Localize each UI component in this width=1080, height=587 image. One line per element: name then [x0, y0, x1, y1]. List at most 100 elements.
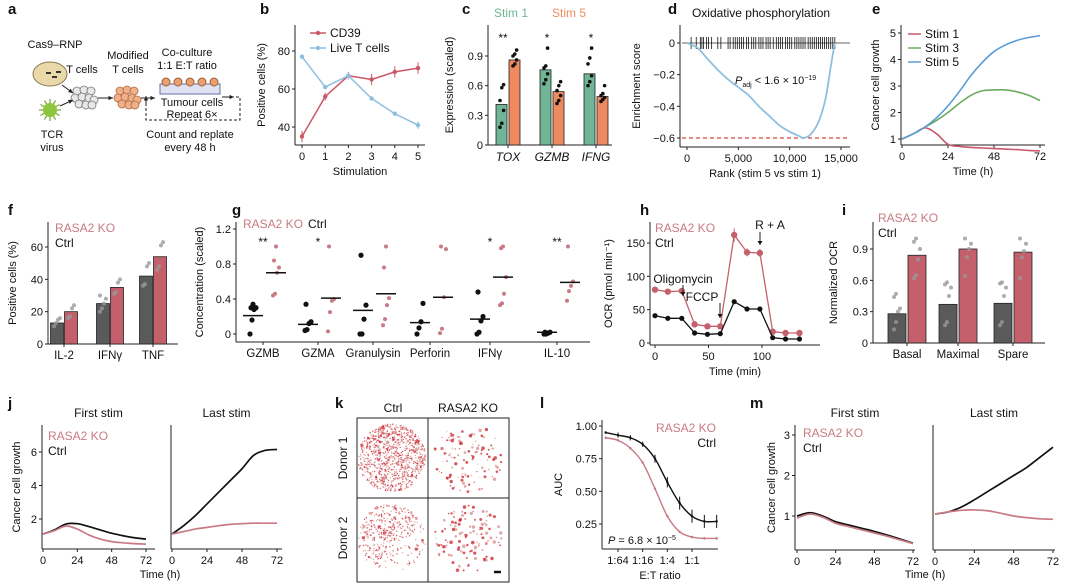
tumour-cell-spot	[365, 527, 368, 529]
rnp-icon	[56, 71, 61, 73]
legend-stim-1: Stim 1	[494, 6, 528, 20]
growth-curve-RASA2 KO	[171, 522, 277, 535]
tumour-cell-spot	[411, 481, 413, 483]
tumour-cell-spot	[399, 507, 401, 509]
tumour-cell-spot	[446, 431, 448, 433]
tumour-cell-spot	[377, 466, 379, 469]
tumour-cell-spot	[466, 475, 470, 478]
tumour-cell-spot	[389, 423, 391, 425]
tumour-cell-spot	[391, 519, 394, 521]
tumour-cell-spot	[401, 536, 403, 538]
tumour-cell-spot	[483, 475, 487, 479]
tumour-cell-spot	[383, 532, 386, 535]
tumour-cell-spot	[393, 528, 395, 530]
data-point	[383, 317, 387, 322]
panel-letter-g: g	[232, 202, 241, 219]
tumour-cell-spot	[405, 461, 407, 463]
tumour-cell-spot	[368, 511, 372, 515]
tumour-cell-spot	[383, 462, 385, 464]
tumour-cell-spot	[451, 433, 455, 437]
data-point	[557, 98, 561, 103]
bar	[508, 59, 521, 146]
growth-curve-RASA2 KO	[934, 509, 1054, 521]
tumour-cell-spot	[385, 442, 388, 445]
tumour-cell-spot	[386, 447, 389, 451]
x-axis-label: Stimulation	[333, 166, 387, 178]
x-tick-label: 72	[140, 555, 152, 567]
tumour-cell-spot	[404, 529, 406, 531]
ocr-line-Ctrl	[654, 301, 800, 340]
tumour-cell-spot	[455, 568, 460, 572]
x-tick-label: 5,000	[725, 153, 753, 165]
tumour-cell-spot	[416, 447, 418, 449]
subplot-title: Last stim	[970, 406, 1018, 420]
bar-RASA2 KO	[958, 248, 978, 344]
data-point	[304, 327, 310, 333]
tumour-cell-spot	[399, 441, 402, 443]
tumour-cell-spot	[449, 432, 453, 435]
data-point	[651, 286, 659, 293]
tumour-cell-spot	[419, 468, 421, 471]
tumour-cell-spot	[385, 466, 387, 468]
subplot-title: First stim	[831, 406, 880, 420]
tumour-cell-spot	[392, 469, 394, 471]
tumour-cell-spot	[385, 553, 388, 555]
tumour-cell-spot	[419, 550, 421, 553]
tumour-cell-spot	[366, 441, 368, 443]
y-axis-label: Expression (scaled)	[444, 37, 456, 134]
tumour-cell-spot	[483, 470, 486, 473]
tumour-cell-spot	[372, 444, 374, 447]
tumour-cell-spot	[387, 462, 389, 464]
x-tick-label: 1:16	[632, 555, 653, 567]
tumour-cell-spot	[414, 436, 416, 438]
tumour-cell-spot	[444, 539, 447, 542]
tumour-cell-spot	[495, 465, 498, 468]
tumour-cell-spot	[396, 464, 399, 466]
tumour-cell-spot	[373, 449, 376, 451]
tumour-cell-spot	[373, 561, 376, 563]
tumour-cell-spot	[446, 460, 448, 462]
tumour-cell-spot	[413, 561, 415, 563]
tumour-cell-spot	[388, 437, 391, 440]
tumour-cell-spot	[373, 547, 375, 550]
data-point	[566, 244, 570, 249]
tumour-cell-spot	[447, 512, 450, 515]
tumour-cell-spot	[360, 464, 362, 467]
tumour-cell-spot	[465, 557, 468, 559]
growth-curve-Ctrl	[42, 522, 147, 540]
tumour-cell-spot	[449, 540, 453, 545]
tumour-cell-spot	[409, 430, 411, 433]
tumour-cell-spot	[464, 517, 467, 521]
tumour-cell-spot	[406, 563, 409, 565]
data-point	[641, 461, 644, 464]
tumour-cell-spot	[386, 464, 388, 466]
data-point	[588, 79, 592, 84]
tumour-cell-spot	[413, 528, 416, 531]
tumour-cell-spot	[412, 462, 415, 465]
y-tick-label: −0.6	[653, 133, 675, 145]
tumour-cell-spot	[419, 527, 422, 529]
tumour-cell-spot	[408, 517, 411, 519]
tumour-cell-spot	[416, 461, 419, 463]
tumour-cell-spot	[386, 460, 388, 462]
tumour-cell-spot	[411, 471, 414, 473]
tumour-cell-spot	[399, 535, 401, 538]
tumour-cell-spot	[407, 474, 409, 476]
tumour-cell-spot	[492, 458, 496, 461]
tumour-cell-spot	[463, 451, 467, 454]
tumour-cell-spot	[367, 535, 369, 537]
tumour-cell-spot	[457, 454, 460, 457]
tumour-cell-spot	[386, 453, 388, 455]
tumour-cell-spot	[411, 442, 413, 445]
tumour-cell-spot	[396, 553, 398, 555]
tumour-cell-spot	[494, 437, 496, 440]
tumour-cell-spot	[376, 556, 379, 559]
tumour-cell-spot	[374, 482, 376, 484]
y-tick-label: 20	[31, 307, 43, 319]
tumour-cell-spot	[382, 432, 384, 434]
data-point	[387, 296, 391, 301]
tumour-cell-spot	[461, 510, 464, 513]
tumour-cell-spot	[379, 466, 381, 469]
tumour-cell-spot	[395, 509, 398, 511]
tumour-cell-spot	[490, 556, 494, 561]
